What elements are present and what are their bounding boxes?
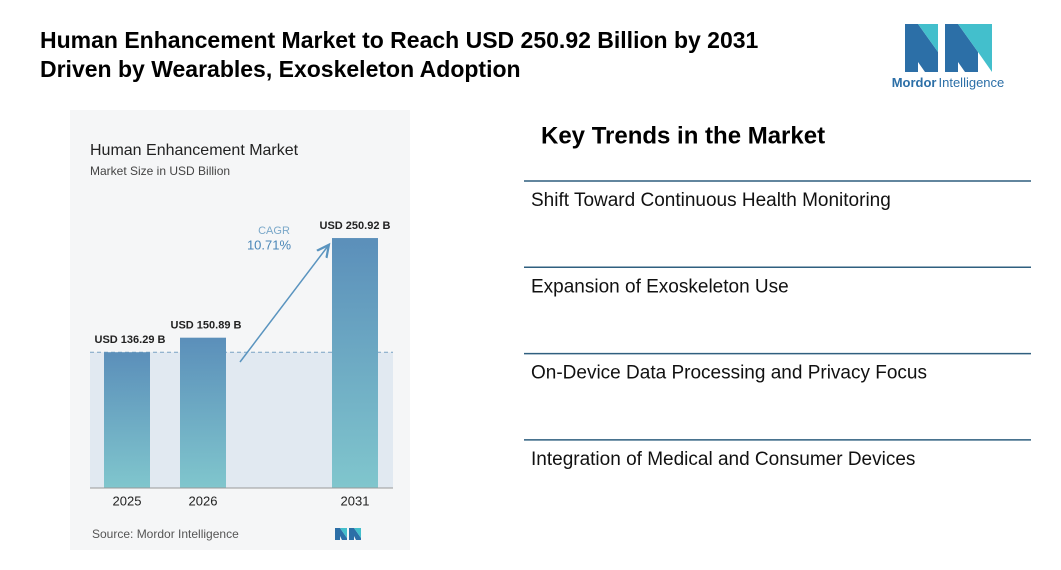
trend-item: Shift Toward Continuous Health Monitorin…	[531, 190, 891, 211]
small-logo	[335, 528, 361, 540]
bar	[332, 238, 378, 488]
cagr-label: CAGR	[258, 225, 290, 237]
trends-list: Shift Toward Continuous Health Monitorin…	[524, 180, 1031, 470]
trends-title: Key Trends in the Market	[541, 122, 825, 149]
logo	[905, 24, 992, 72]
logo-text: Mordor Intelligence	[892, 75, 1005, 90]
cagr-arrow	[239, 246, 328, 363]
bar	[180, 337, 226, 488]
x-tick-label: 2025	[113, 493, 142, 508]
value-label: USD 250.92 B	[320, 220, 391, 232]
trend-item: Integration of Medical and Consumer Devi…	[531, 449, 915, 470]
source: Source: Mordor Intelligence	[92, 527, 239, 541]
trend-item: Expansion of Exoskeleton Use	[531, 276, 789, 297]
page-title: Driven by Wearables, Exoskeleton Adoptio…	[40, 56, 521, 82]
bar	[104, 352, 150, 488]
logo-suffix: Intelligence	[939, 75, 1005, 90]
value-label: USD 136.29 B	[95, 334, 166, 346]
chart-title: Human Enhancement Market	[90, 142, 299, 159]
page-title: Human Enhancement Market to Reach USD 25…	[40, 27, 759, 53]
plot: USD 136.29 B 2025 USD 150.89 B 2026 USD 250.…	[90, 220, 393, 508]
value-label: USD 150.89 B	[171, 320, 242, 332]
chart-subtitle: Market Size in USD Billion	[90, 164, 230, 178]
cagr-value: 10.71%	[247, 237, 292, 252]
trend-item: On-Device Data Processing and Privacy Fo…	[531, 363, 927, 384]
x-tick-label: 2031	[341, 493, 370, 508]
x-tick-label: 2026	[189, 493, 218, 508]
logo-brand: Mordor	[892, 75, 937, 90]
